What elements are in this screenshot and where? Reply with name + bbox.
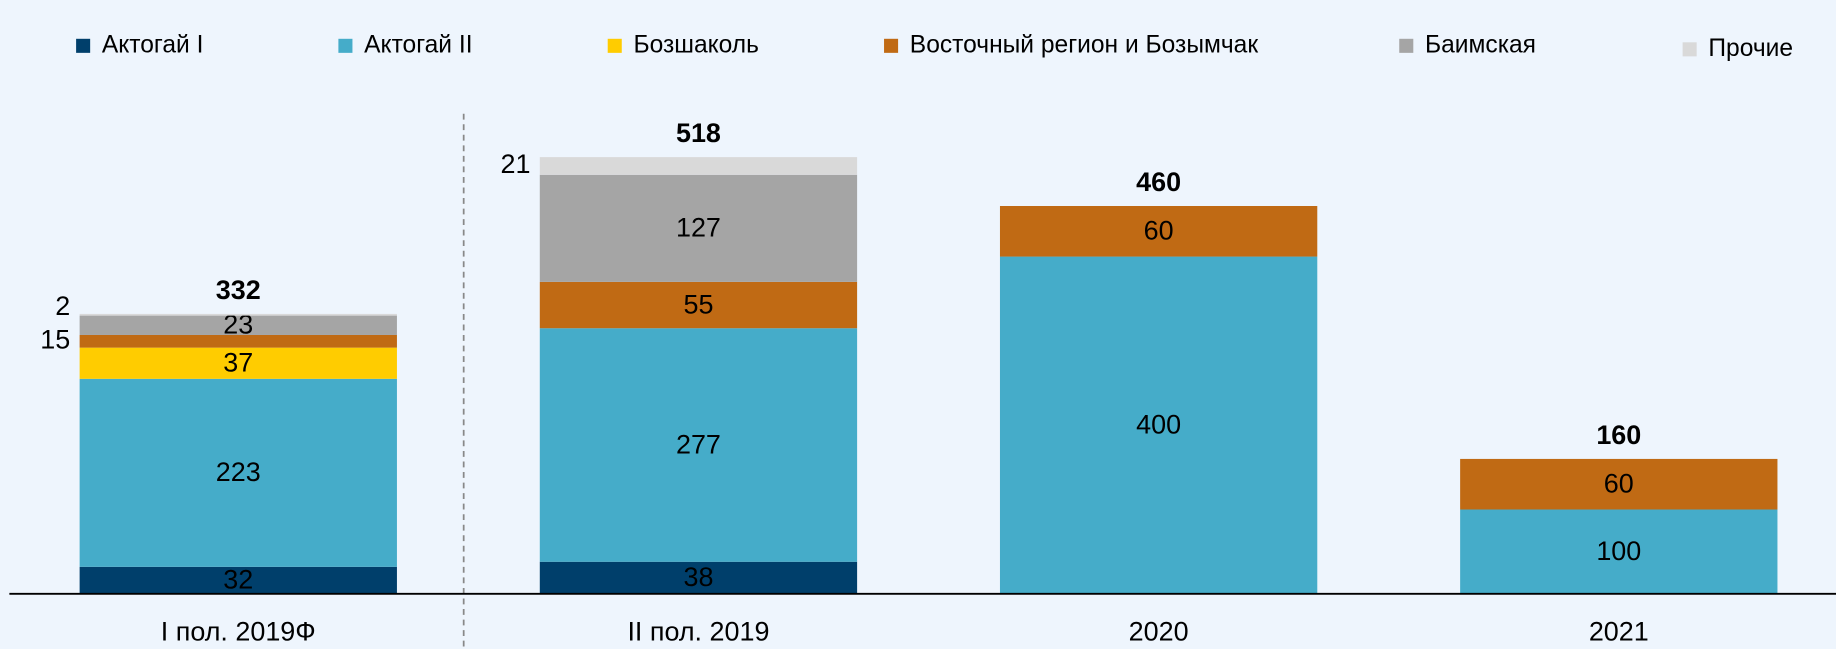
x-tick-label: 2021	[1589, 617, 1649, 647]
legend-label: Актогай II	[364, 31, 472, 58]
legend-swatch	[1399, 38, 1414, 53]
value-label: 223	[216, 457, 261, 487]
bar-segment	[79, 347, 397, 379]
legend-label: Прочие	[1708, 35, 1793, 62]
total-label: 460	[1136, 167, 1181, 197]
legend-label: Бозшаколь	[633, 31, 758, 58]
total-label: 518	[676, 118, 721, 148]
bar-segment	[79, 315, 397, 335]
bar-segment	[79, 313, 397, 316]
x-tick-label: II пол. 2019	[627, 617, 769, 647]
total-label: 332	[216, 275, 261, 305]
bar-segment	[539, 281, 858, 329]
bar-segment	[1460, 458, 1778, 510]
x-tick-label: 2020	[1129, 617, 1189, 647]
value-label: 32	[223, 565, 253, 595]
legend-swatch	[607, 38, 622, 53]
value-label: 2	[55, 291, 70, 321]
legend-swatch	[1682, 42, 1697, 57]
bar-segment	[79, 566, 397, 594]
bar-segment	[539, 157, 858, 175]
bar-segment	[539, 561, 858, 594]
value-label: 400	[1136, 409, 1181, 439]
legend-label: Актогай I	[102, 31, 204, 58]
bar-segment	[79, 334, 397, 348]
value-label: 60	[1144, 216, 1174, 246]
x-tick-label: I пол. 2019Ф	[161, 617, 316, 647]
value-label: 15	[40, 324, 70, 354]
value-label: 55	[683, 289, 713, 319]
value-label: 60	[1604, 468, 1634, 498]
bar-segment	[999, 206, 1318, 257]
bar-segment	[539, 174, 858, 282]
legend-swatch	[338, 38, 353, 53]
total-label: 160	[1596, 420, 1641, 450]
value-label: 277	[676, 429, 721, 459]
bar-segment	[79, 378, 397, 567]
value-label: 100	[1596, 536, 1641, 566]
bar-segment	[539, 328, 858, 562]
legend-label: Восточный регион и Бозымчак	[910, 31, 1259, 58]
legend-swatch	[884, 38, 899, 53]
value-label: 38	[683, 562, 713, 592]
legend-swatch	[76, 38, 91, 53]
bar-segment	[999, 256, 1318, 594]
bar-segment	[1460, 509, 1778, 594]
legend-label: Баимская	[1425, 31, 1536, 58]
value-label: 37	[223, 348, 253, 378]
value-label: 21	[500, 149, 530, 179]
value-label: 127	[676, 213, 721, 243]
